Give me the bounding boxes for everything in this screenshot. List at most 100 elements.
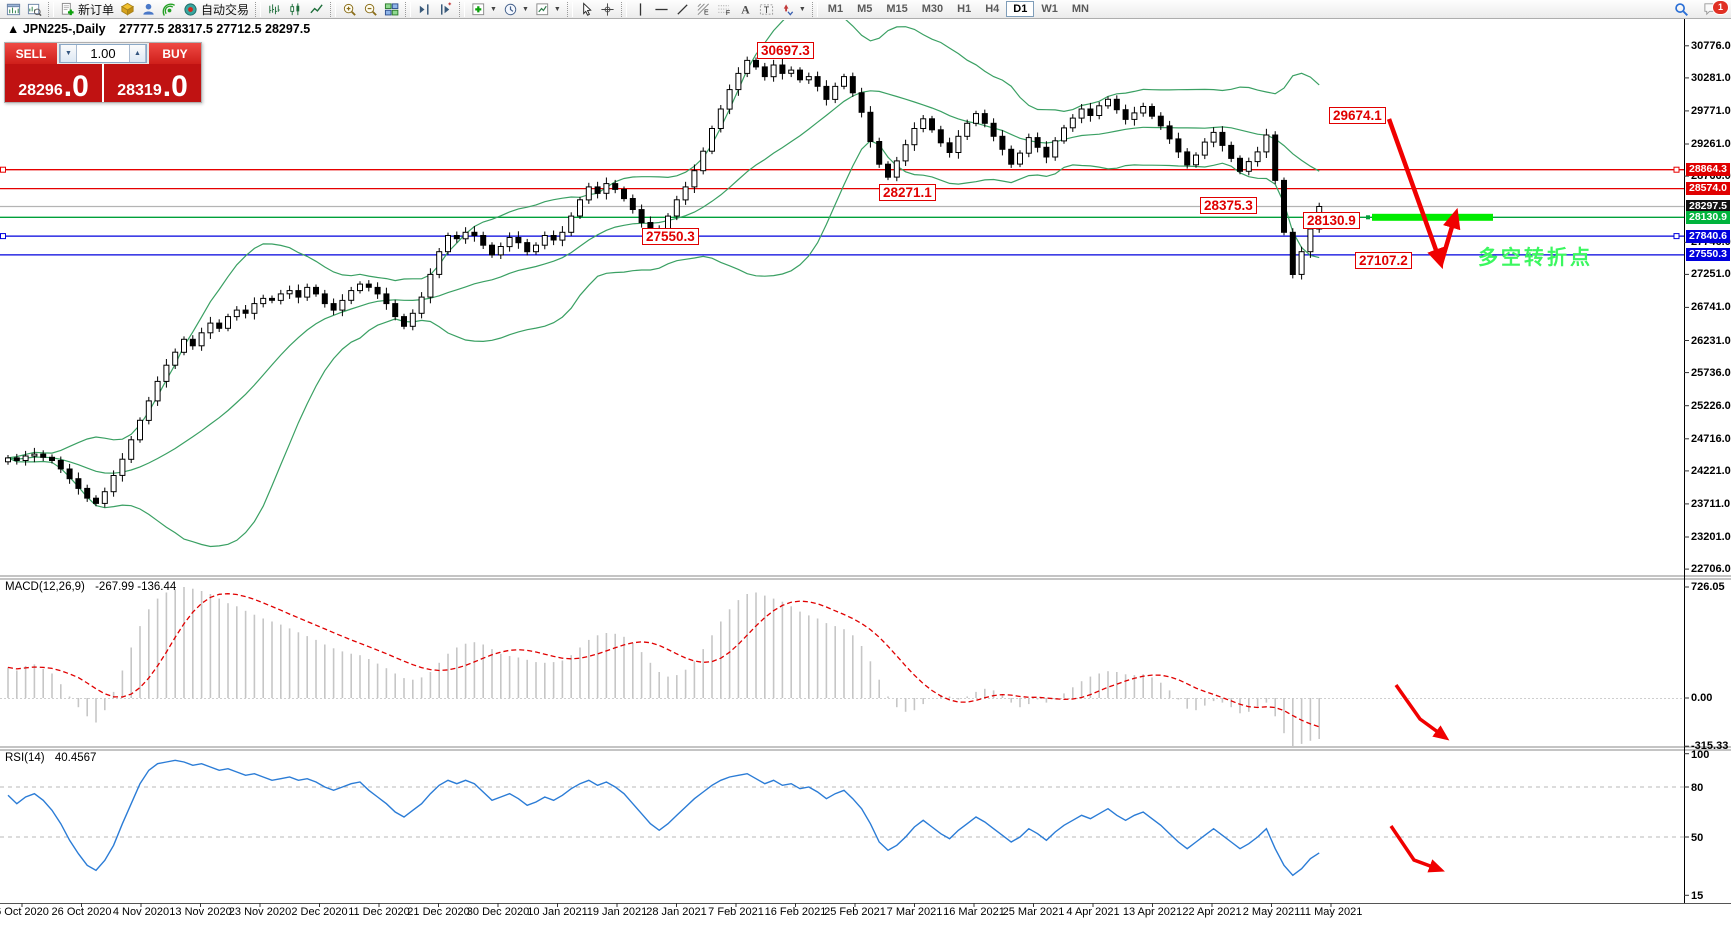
timeframe-M1[interactable]: M1 xyxy=(827,3,844,15)
zoom-out-button[interactable] xyxy=(360,1,381,18)
volume-increase-button[interactable]: ▲ xyxy=(129,45,146,62)
macd-indicator-label: MACD(12,26,9) -267.99 -136.44 xyxy=(5,581,176,593)
templates-icon xyxy=(536,2,549,15)
price-annotation[interactable]: 28271.1 xyxy=(879,184,936,201)
trend-line-button[interactable] xyxy=(672,1,693,18)
date-axis-label: 25 Feb 2021 xyxy=(824,906,886,918)
market-button[interactable] xyxy=(117,1,138,18)
timeframe-W1[interactable]: W1 xyxy=(1041,3,1058,15)
autoscroll-button[interactable] xyxy=(435,1,456,18)
arrows-button[interactable]: ▼ xyxy=(777,1,809,18)
price-level-badge: 27550.3 xyxy=(1686,248,1730,262)
date-axis-label: 4 Apr 2021 xyxy=(1066,906,1120,918)
fibonacci-icon: E xyxy=(697,3,709,16)
date-axis-label: 16 Feb 2021 xyxy=(764,906,827,918)
vertical-line-button[interactable] xyxy=(630,1,651,18)
price-annotation[interactable]: 30697.3 xyxy=(757,42,814,59)
date-axis-label: 7 Feb 2021 xyxy=(708,906,764,918)
volume-decrease-button[interactable]: ▼ xyxy=(60,45,77,62)
svg-text:F: F xyxy=(726,10,730,17)
community-button[interactable] xyxy=(138,1,159,18)
new-order-button[interactable]: 新订单 xyxy=(57,1,117,18)
price-axis-tick: 24221.0 xyxy=(1691,464,1731,477)
timeframe-M15[interactable]: M15 xyxy=(886,3,908,15)
shift-chart-icon xyxy=(419,3,429,15)
timeframe-M5[interactable]: M5 xyxy=(857,3,873,15)
vertical-line-icon xyxy=(639,2,641,16)
search-icon[interactable] xyxy=(1674,2,1689,17)
chart-window-icon xyxy=(6,3,21,15)
timeframe-MN[interactable]: MN xyxy=(1071,3,1089,15)
autoscroll-icon xyxy=(441,1,452,15)
date-axis-label: 23 Nov 2020 xyxy=(228,906,292,918)
market-icon xyxy=(120,2,135,15)
indicators-button[interactable]: ▼ xyxy=(468,1,500,18)
timeframe-H4[interactable]: H4 xyxy=(985,3,1000,15)
rsi-values: 40.4567 xyxy=(54,752,97,764)
price-axis-tick: 29771.0 xyxy=(1691,104,1731,117)
price-axis-tick: 23201.0 xyxy=(1691,531,1731,543)
macd-name: MACD(12,26,9) xyxy=(5,581,85,593)
sell-price-frac: .0 xyxy=(63,70,89,103)
price-annotation[interactable]: 28375.3 xyxy=(1200,197,1257,214)
templates-button[interactable]: ▼ xyxy=(532,1,564,18)
rsi-indicator-label: RSI(14) 40.4567 xyxy=(5,752,96,764)
chart-bars-button[interactable] xyxy=(264,1,285,18)
toolbar-right: 1 xyxy=(1674,0,1729,19)
horizontal-line-button[interactable] xyxy=(651,1,672,18)
chart-candles-button[interactable] xyxy=(285,1,306,18)
data-window-icon xyxy=(27,3,42,16)
text-label-icon: T xyxy=(759,3,773,14)
price-annotation[interactable]: 27107.2 xyxy=(1355,252,1412,269)
collapse-marker-icon: ▲ xyxy=(7,22,20,36)
sell-button[interactable]: SELL xyxy=(5,43,57,64)
autotrading-button[interactable]: 自动交易 xyxy=(180,1,252,18)
volume-input[interactable]: 1.00 xyxy=(90,46,116,61)
periods-button[interactable]: ▼ xyxy=(500,1,532,18)
crosshair-button[interactable] xyxy=(597,1,618,18)
shift-chart-button[interactable] xyxy=(414,1,435,18)
price-axis-tick: 30776.0 xyxy=(1691,39,1731,52)
buy-price[interactable]: 28319 .0 xyxy=(104,64,201,102)
chart-line-button[interactable] xyxy=(306,1,327,18)
sell-price[interactable]: 28296 .0 xyxy=(5,64,102,102)
fibo-grid-button[interactable]: F xyxy=(714,1,735,18)
notification-badge: 1 xyxy=(1712,0,1729,15)
date-axis-label: 13 Apr 2021 xyxy=(1122,906,1183,918)
signals-button[interactable] xyxy=(159,1,180,18)
price-axis-tick: 26741.0 xyxy=(1691,301,1731,314)
date-axis-label: 11 Dec 2020 xyxy=(348,906,410,918)
price-annotation[interactable]: 28130.9 xyxy=(1303,212,1360,229)
timeframe-M30[interactable]: M30 xyxy=(921,3,944,15)
notifications-button[interactable]: 1 xyxy=(1703,0,1729,19)
data-window-button[interactable] xyxy=(24,1,45,18)
toolbar-separator xyxy=(405,1,412,17)
buy-button[interactable]: BUY xyxy=(149,43,201,64)
chart-window-button[interactable] xyxy=(3,1,24,18)
text-button[interactable]: A xyxy=(735,1,756,18)
new-order-label: 新订单 xyxy=(78,2,115,17)
price-axis-tick: 25736.0 xyxy=(1691,366,1731,379)
price-axis-tick: 27251.0 xyxy=(1691,268,1731,281)
tile-windows-button[interactable] xyxy=(381,1,402,18)
price-annotation[interactable]: 29674.1 xyxy=(1329,107,1386,124)
price-axis-tick: 30281.0 xyxy=(1691,71,1731,84)
price-annotation[interactable]: 27550.3 xyxy=(642,228,699,245)
toolbar-separator xyxy=(811,1,818,17)
cursor-button[interactable] xyxy=(576,1,597,18)
dropdown-arrow-icon: ▼ xyxy=(798,5,806,13)
date-axis-label: 28 Jan 2021 xyxy=(646,906,707,918)
text-label-button[interactable]: T xyxy=(756,1,777,18)
timeframe-H1[interactable]: H1 xyxy=(957,3,972,15)
price-level-badge: 28574.0 xyxy=(1686,182,1730,196)
text-icon: A xyxy=(741,3,750,16)
price-axis-tick: 26231.0 xyxy=(1691,334,1731,347)
price-axis-tick: 23711.0 xyxy=(1691,497,1731,510)
timeframe-D1[interactable]: D1 xyxy=(1006,1,1035,17)
chart-bars-icon xyxy=(269,3,280,14)
ohlc-values: 27777.5 28317.5 27712.5 28297.5 xyxy=(119,22,311,36)
zoom-in-button[interactable] xyxy=(339,1,360,18)
fibonacci-button[interactable]: E xyxy=(693,1,714,18)
